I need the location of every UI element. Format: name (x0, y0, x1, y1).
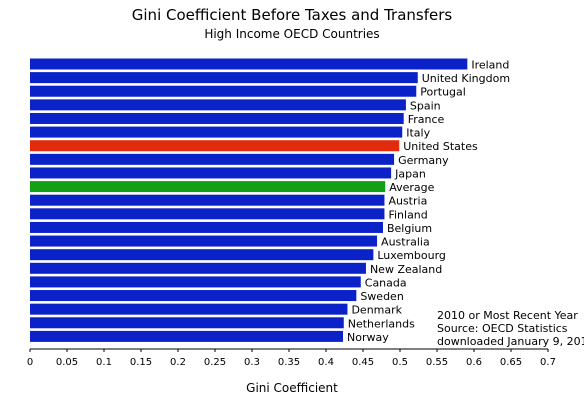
bar-label-denmark: Denmark (351, 304, 402, 317)
x-tick-label: 0.4 (318, 357, 334, 368)
bar-label-norway: Norway (347, 331, 389, 344)
bar-label-new-zealand: New Zealand (370, 263, 442, 276)
bar-label-italy: Italy (406, 127, 430, 140)
bar-label-germany: Germany (398, 154, 449, 167)
bar-label-spain: Spain (410, 99, 441, 112)
chart-title: Gini Coefficient Before Taxes and Transf… (131, 6, 453, 24)
bars-group (30, 58, 468, 342)
bar-label-sweden: Sweden (360, 290, 403, 303)
bar-france (30, 112, 404, 124)
bar-label-australia: Australia (381, 236, 430, 249)
bar-sweden (30, 290, 357, 302)
bar-belgium (30, 221, 383, 233)
x-tick-label: 0.35 (278, 357, 300, 368)
bar-label-finland: Finland (388, 208, 427, 221)
bar-ireland (30, 58, 468, 70)
x-tick-label: 0 (27, 357, 33, 368)
bar-label-united-kingdom: United Kingdom (422, 72, 510, 85)
bar-italy (30, 126, 403, 138)
bar-finland (30, 208, 385, 220)
x-tick-label: 0.65 (500, 357, 522, 368)
bar-label-average: Average (389, 181, 434, 194)
bar-japan (30, 167, 392, 179)
bar-label-japan: Japan (394, 167, 426, 180)
annotation-line: Source: OECD Statistics (437, 322, 568, 335)
bar-germany (30, 153, 395, 165)
bar-label-united-states: United States (403, 140, 478, 153)
bar-spain (30, 99, 406, 111)
x-tick-label: 0.2 (170, 357, 186, 368)
annotation-line: downloaded January 9, 2014 (437, 335, 584, 348)
bar-label-canada: Canada (365, 276, 407, 289)
x-tick-label: 0.15 (130, 357, 152, 368)
x-tick-label: 0.3 (244, 357, 260, 368)
x-tick-label: 0.55 (426, 357, 448, 368)
chart-subtitle: High Income OECD Countries (204, 27, 380, 41)
bar-label-portugal: Portugal (420, 86, 466, 99)
x-tick-label: 0.6 (466, 357, 482, 368)
x-tick-label: 0.45 (352, 357, 374, 368)
x-ticks-group: 0 0.05 0.1 0.15 0.2 0.25 0.3 0.35 0.4 0.45 0.5 0.55… (27, 349, 556, 368)
bar-united-states (30, 140, 400, 152)
bar-portugal (30, 85, 417, 97)
x-tick-label: 0.25 (204, 357, 226, 368)
bar-united-kingdom (30, 72, 418, 84)
bar-average (30, 181, 386, 193)
bar-label-ireland: Ireland (471, 59, 509, 72)
bar-denmark (30, 303, 348, 315)
bar-canada (30, 276, 361, 288)
bar-austria (30, 194, 385, 206)
x-tick-label: 0.05 (56, 357, 78, 368)
bar-norway (30, 330, 344, 342)
bar-new-zealand (30, 262, 366, 274)
bar-label-austria: Austria (388, 195, 427, 208)
bar-luxembourg (30, 249, 374, 261)
x-tick-label: 0.7 (540, 357, 556, 368)
bar-label-france: France (408, 113, 445, 126)
x-tick-label: 0.1 (96, 357, 112, 368)
bar-label-netherlands: Netherlands (348, 317, 415, 330)
bar-label-belgium: Belgium (387, 222, 432, 235)
annotation-line: 2010 or Most Recent Year (437, 309, 578, 322)
bar-label-luxembourg: Luxembourg (377, 249, 446, 262)
x-axis-label: Gini Coefficient (246, 381, 338, 395)
bar-australia (30, 235, 378, 247)
x-tick-label: 0.5 (392, 357, 408, 368)
bar-netherlands (30, 317, 344, 329)
